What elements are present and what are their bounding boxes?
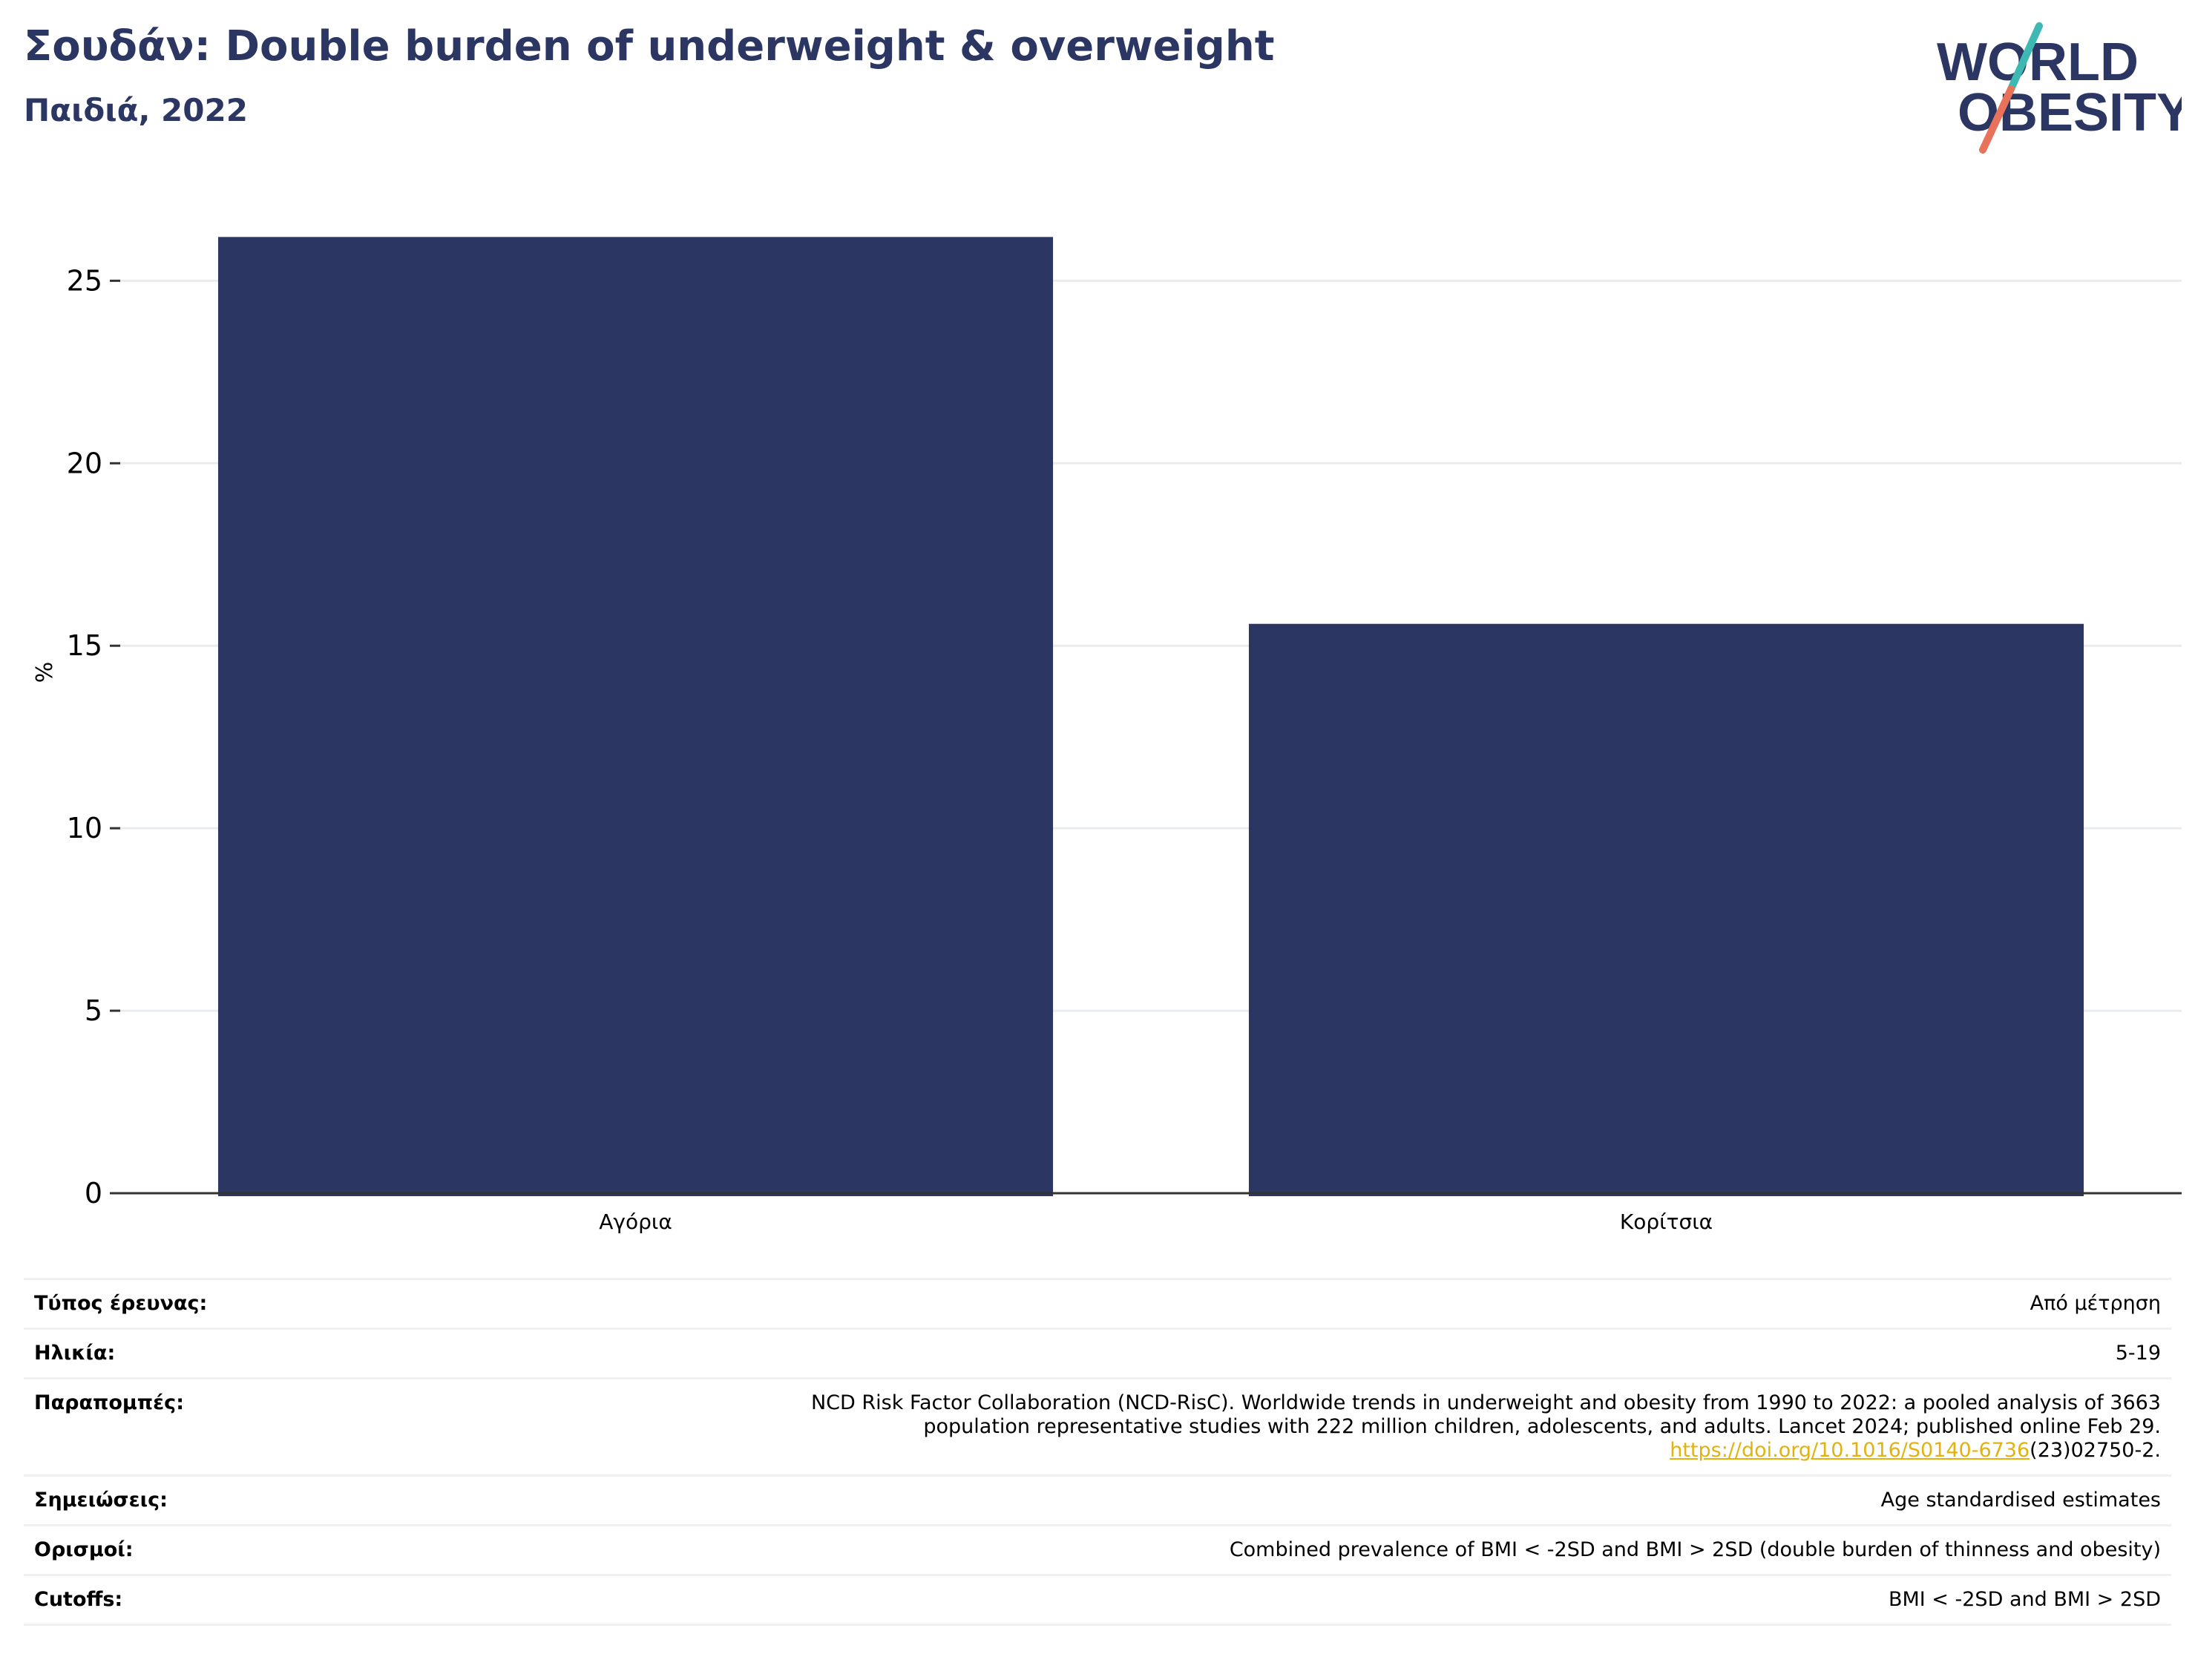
x-tick-label: Αγόρια [599,1210,672,1234]
reference-line-1: NCD Risk Factor Collaboration (NCD-RisC)… [810,1391,2161,1414]
info-value-definitions: Combined prevalence of BMI < -2SD and BM… [416,1524,2171,1576]
y-tick-label: 10 [67,812,102,844]
doi-suffix: (23)02750-2. [2030,1439,2161,1462]
info-value-cutoffs: BMI < -2SD and BMI > 2SD [416,1574,2171,1626]
logo-slash-top [2007,22,2043,93]
y-axis-ticks: 0 5 10 15 20 25 [67,264,120,1210]
info-label-survey-type: Τύπος έρευνας: [24,1278,416,1330]
logo-text-world: WORLD [1937,33,2139,92]
info-table: Τύπος έρευνας: Από μέτρηση Ηλικία: 5-19 … [24,1278,2171,1626]
bar [1248,623,2084,1196]
x-tick-label: Κορίτσια [1620,1210,1713,1234]
reference-line-2: population representative studies with 2… [923,1415,2161,1438]
info-row-age: Ηλικία: 5-19 [24,1328,2171,1379]
logo-text-obesity: OBESITY [1958,83,2182,142]
info-label-references: Παραπομπές: [24,1377,416,1477]
info-row-cutoffs: Cutoffs: BMI < -2SD and BMI > 2SD [24,1574,2171,1626]
info-value-age: 5-19 [416,1328,2171,1379]
world-obesity-logo: WORLD OBESITY [1937,22,2182,154]
bar [217,237,1054,1196]
info-label-cutoffs: Cutoffs: [24,1574,416,1626]
bar-chart: 0 5 10 15 20 25 Αγόρια Κορίτσια % [32,237,2182,1234]
bars [217,237,2084,1196]
info-label-notes: Σημειώσεις: [24,1474,416,1526]
info-label-definitions: Ορισμοί: [24,1524,416,1576]
info-value-notes: Age standardised estimates [416,1474,2171,1526]
y-tick-label: 5 [85,994,102,1027]
chart-subtitle: Παιδιά, 2022 [24,92,248,128]
logo-slash-bottom [1979,85,2015,154]
doi-link[interactable]: https://doi.org/10.1016/S0140-6736 [1670,1439,2030,1462]
info-label-age: Ηλικία: [24,1328,416,1379]
info-value-references: NCD Risk Factor Collaboration (NCD-RisC)… [416,1377,2171,1477]
info-row-definitions: Ορισμοί: Combined prevalence of BMI < -2… [24,1524,2171,1576]
info-row-notes: Σημειώσεις: Age standardised estimates [24,1474,2171,1526]
y-tick-label: 15 [67,629,102,662]
y-tick-label: 25 [67,264,102,297]
y-axis-label: % [32,662,58,683]
y-tick-label: 0 [85,1177,102,1210]
info-value-survey-type: Από μέτρηση [416,1278,2171,1330]
x-axis-labels: Αγόρια Κορίτσια [599,1210,1713,1234]
info-row-references: Παραπομπές: NCD Risk Factor Collaboratio… [24,1377,2171,1477]
info-row-survey-type: Τύπος έρευνας: Από μέτρηση [24,1278,2171,1330]
chart-title: Σουδάν: Double burden of underweight & o… [24,22,1275,70]
y-tick-label: 20 [67,447,102,479]
